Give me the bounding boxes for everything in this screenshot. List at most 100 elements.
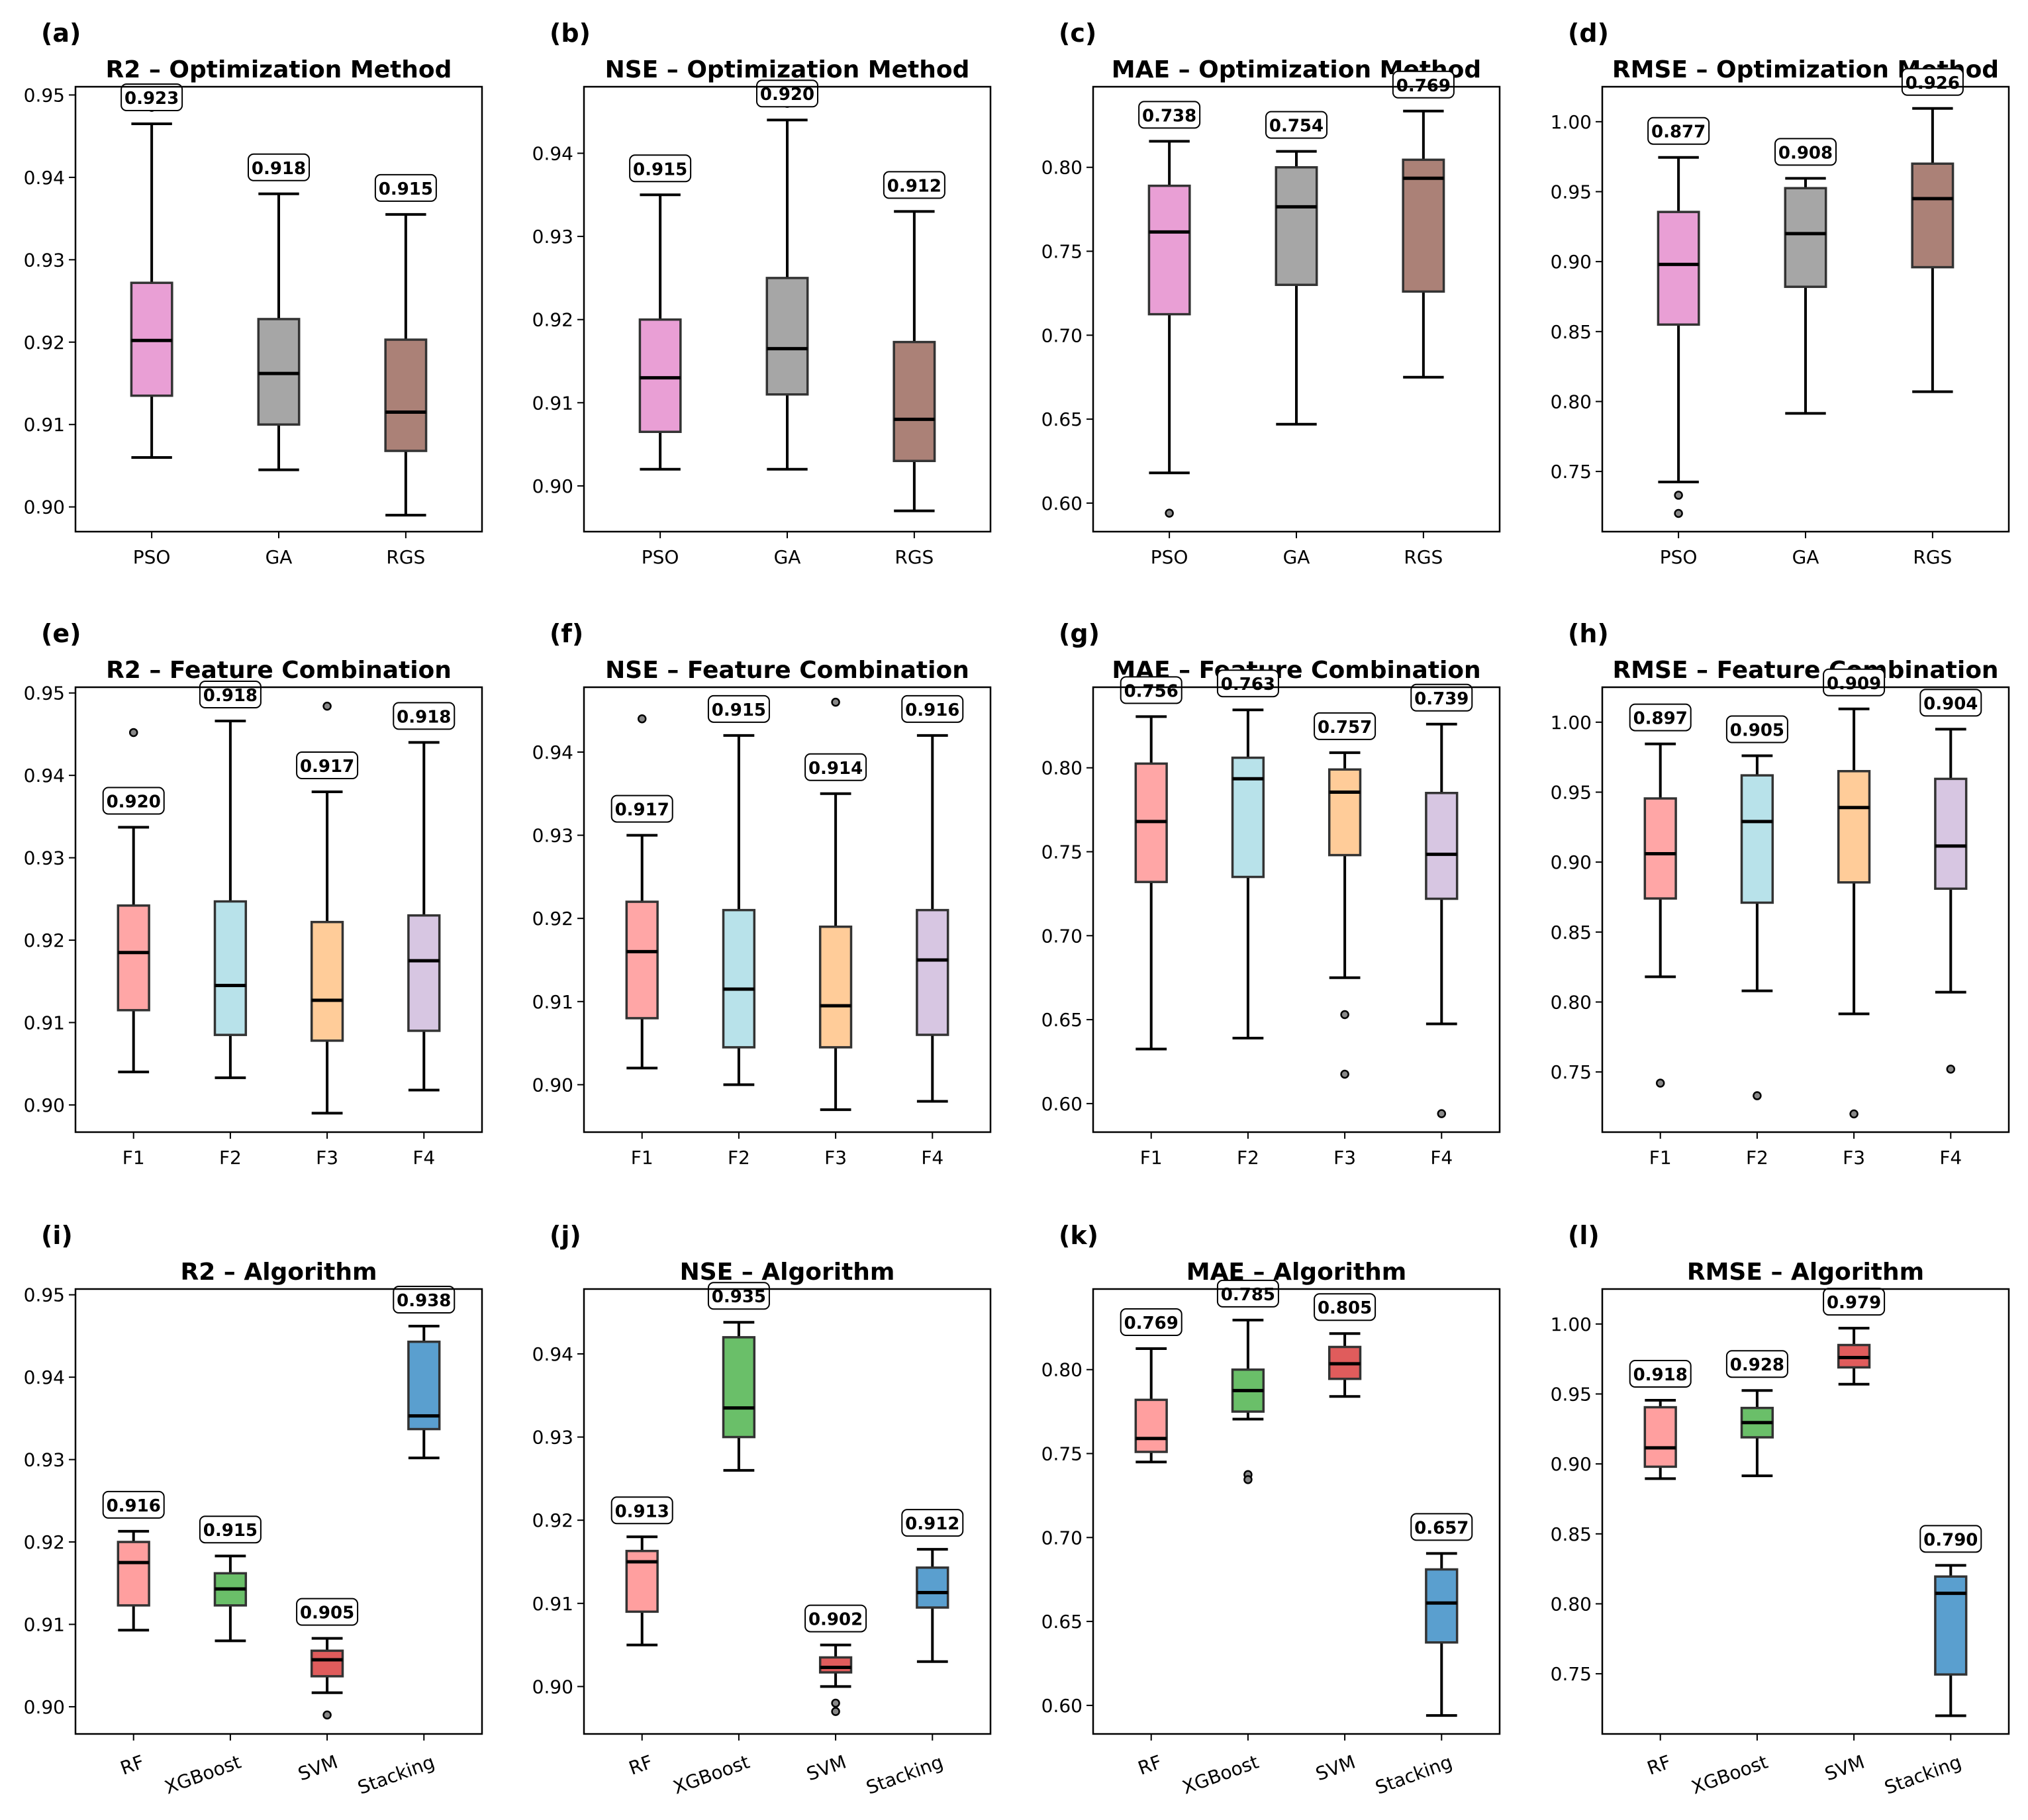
box-F3: 0.917: [296, 701, 359, 1115]
y-tick-label: 0.75: [1041, 241, 1083, 263]
mean-label-box: [1725, 715, 1788, 743]
box-XGBoost: 0.935: [707, 1282, 770, 1472]
mean-label-box: [1901, 68, 1964, 96]
mean-label: 0.757: [1318, 718, 1372, 738]
panel-title: NSE – Algorithm: [680, 1259, 895, 1286]
y-tick-label: 0.91: [532, 991, 573, 1013]
panel-label: (h): [1568, 619, 1609, 648]
y-tick-label: 1.00: [1551, 1314, 1592, 1335]
mean-label: 0.738: [1142, 106, 1196, 126]
iqr-box: [722, 1336, 756, 1439]
axes-frame: [1092, 85, 1501, 533]
x-tick-label: SVM: [1822, 1751, 1868, 1786]
x-tick-label: RF: [626, 1751, 655, 1780]
x-tick-label: SVM: [804, 1751, 849, 1786]
x-tick-label: Stacking: [863, 1751, 946, 1799]
y-tick-label: 0.94: [532, 1343, 573, 1365]
y-tick-label: 0.93: [24, 1449, 65, 1471]
mean-label: 0.785: [1221, 1285, 1275, 1305]
panel-c: (c)MAE – Optimization Method0.600.650.70…: [1041, 19, 1501, 568]
mean-label-box: [102, 1490, 165, 1519]
x-tick-label: RGS: [894, 546, 934, 568]
y-tick-label: 0.90: [532, 475, 573, 497]
y-tick-label: 0.90: [24, 497, 65, 518]
box-F4: 0.916: [901, 694, 964, 1103]
x-tick-label: XGBoost: [162, 1751, 244, 1799]
mean-label-box: [901, 694, 964, 723]
outlier-point: [1753, 1091, 1762, 1100]
box-GA: 0.918: [248, 153, 310, 471]
y-tick-label: 0.75: [1551, 461, 1592, 483]
x-tick-label: XGBoost: [670, 1751, 752, 1799]
box-XGBoost: 0.785: [1216, 1279, 1279, 1484]
mean-label-box: [1410, 1513, 1473, 1541]
outlier-point: [637, 714, 647, 724]
y-tick-label: 0.80: [1041, 757, 1083, 779]
iqr-box: [1402, 158, 1445, 293]
mean-label-box: [1314, 712, 1376, 740]
x-tick-label: RGS: [1404, 546, 1443, 568]
mean-label-box: [1629, 1360, 1692, 1388]
mean-label: 0.915: [379, 179, 433, 199]
y-tick-label: 1.00: [1551, 111, 1592, 133]
mean-label-box: [1919, 1525, 1982, 1553]
panel-f: (f) NSE – Feature Combination 0.90 0.91 0.92…: [532, 619, 992, 1169]
box-RF: 0.918: [1629, 1360, 1692, 1480]
y-tick-label: 0.94: [532, 142, 573, 164]
x-tick-label: F2: [1746, 1147, 1768, 1169]
iqr-box: [818, 1656, 853, 1674]
x-tick-label: PSO: [642, 546, 679, 568]
iqr-box: [384, 338, 428, 452]
x-tick-label: XGBoost: [1179, 1751, 1261, 1799]
y-tick-label: 0.70: [1041, 1527, 1083, 1549]
iqr-box: [893, 340, 936, 462]
y-tick-label: 0.95: [1551, 181, 1592, 203]
y-tick-label: 0.75: [1551, 1061, 1592, 1083]
y-tick-label: 0.70: [1041, 324, 1083, 346]
x-tick-label: F3: [316, 1147, 338, 1169]
mean-label-box: [1392, 70, 1455, 99]
x-tick-label: F4: [412, 1147, 435, 1169]
outlier-point: [831, 697, 840, 707]
y-tick-label: 0.92: [532, 908, 573, 930]
x-tick-label: F2: [219, 1147, 242, 1169]
iqr-box: [1231, 756, 1265, 879]
box-Stacking: 0.938: [393, 1286, 456, 1460]
mean-label: 0.928: [1730, 1355, 1784, 1375]
mean-label: 0.913: [615, 1502, 669, 1521]
y-tick-label: 0.60: [1041, 493, 1083, 514]
y-tick-label: 0.80: [1041, 1359, 1083, 1381]
axes-frame: [1601, 85, 2010, 533]
mean-label-box: [393, 702, 456, 730]
iqr-box: [765, 277, 809, 396]
mean-label-box: [1216, 669, 1279, 698]
mean-label: 0.918: [397, 707, 451, 727]
y-tick-label: 0.95: [24, 1284, 65, 1306]
x-tick-label: F4: [921, 1147, 943, 1169]
mean-label-box: [804, 1604, 867, 1633]
y-tick-label: 0.94: [24, 167, 65, 189]
outlier-point: [322, 1710, 332, 1720]
y-tick-label: 0.94: [24, 765, 65, 787]
y-tick-label: 0.75: [1041, 841, 1083, 863]
mean-label: 0.739: [1414, 689, 1469, 709]
x-tick-label: F1: [122, 1147, 145, 1169]
y-tick-label: 0.60: [1041, 1093, 1083, 1115]
mean-label: 0.918: [203, 686, 258, 706]
y-tick-label: 0.93: [532, 825, 573, 847]
mean-label: 0.915: [203, 1521, 258, 1541]
mean-label: 0.904: [1923, 694, 1978, 714]
mean-label: 0.754: [1269, 117, 1324, 136]
x-tick-label: Stacking: [1373, 1751, 1455, 1799]
panel-title: RMSE – Feature Combination: [1612, 657, 1998, 684]
panel-e: (e)R2 – Feature Combination0.900.910.920…: [24, 619, 483, 1169]
x-tick-label: F3: [1333, 1147, 1356, 1169]
outlier-point: [1165, 508, 1174, 518]
y-tick-label: 0.85: [1551, 922, 1592, 943]
axes-frame: [1092, 686, 1501, 1133]
y-tick-label: 1.00: [1551, 712, 1592, 734]
mean-label: 0.905: [300, 1604, 354, 1623]
box-XGBoost: 0.928: [1725, 1350, 1788, 1478]
box-Stacking: 0.790: [1919, 1525, 1982, 1717]
axes-frame: [1601, 686, 2010, 1133]
